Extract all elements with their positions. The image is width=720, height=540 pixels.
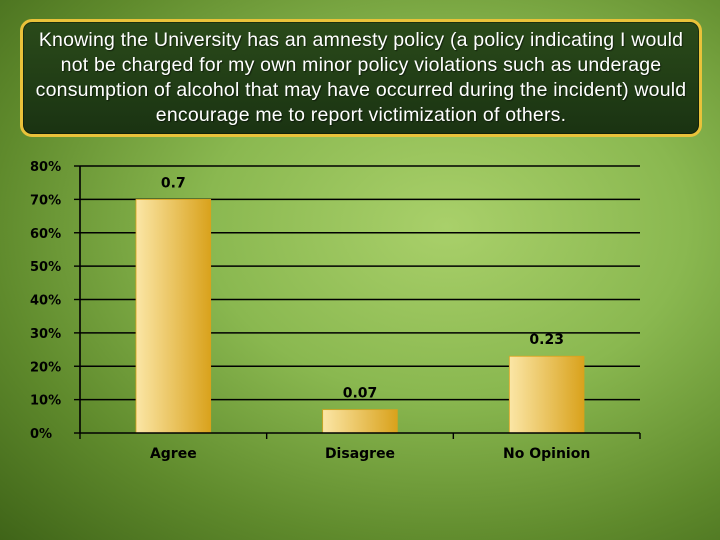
bar-disagree — [322, 409, 398, 434]
x-category-label: Agree — [150, 446, 197, 462]
y-tick-label: 20% — [30, 360, 61, 375]
y-tick-label: 70% — [30, 193, 61, 208]
labels: 0% 10% 20% 30% 40% 50% 60% 70% 80% 0.7 Agree 0.07 Di… — [30, 160, 590, 462]
y-tick-label: 40% — [30, 294, 61, 309]
x-category-label: Disagree — [325, 446, 395, 462]
x-category-label: No Opinion — [503, 446, 590, 462]
data-label: 0.23 — [529, 332, 564, 348]
bar-agree — [135, 198, 212, 434]
y-tick-label: 80% — [30, 160, 61, 175]
data-label: 0.7 — [161, 175, 186, 191]
chart-title: Knowing the University has an amnesty po… — [35, 29, 687, 126]
y-tick-label: 50% — [30, 260, 61, 275]
bars — [135, 198, 585, 434]
bar-no-opinion — [508, 355, 585, 434]
axes — [74, 165, 641, 439]
y-tick-label: 10% — [30, 394, 61, 409]
y-tick-label: 30% — [30, 327, 61, 342]
data-label: 0.07 — [343, 386, 378, 402]
title-box: Knowing the University has an amnesty po… — [20, 19, 702, 137]
y-tick-label: 0% — [30, 427, 52, 442]
y-tick-label: 60% — [30, 227, 61, 242]
